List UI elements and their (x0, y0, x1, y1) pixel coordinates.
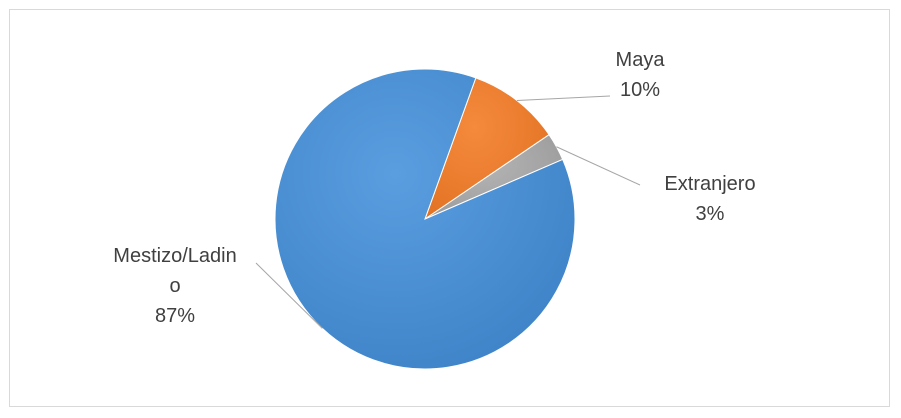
data-label-percent: 10% (620, 79, 660, 101)
leader-line (516, 95, 611, 101)
data-label-percent: 87% (155, 305, 195, 327)
data-label-category: Maya (616, 49, 666, 71)
data-label-category: o (169, 275, 180, 297)
data-label-percent: 3% (696, 203, 725, 225)
data-label-category: Mestizo/Ladin (113, 245, 236, 267)
leader-line (556, 146, 641, 186)
leader-line (255, 262, 323, 329)
data-label-category: Extranjero (664, 173, 755, 195)
